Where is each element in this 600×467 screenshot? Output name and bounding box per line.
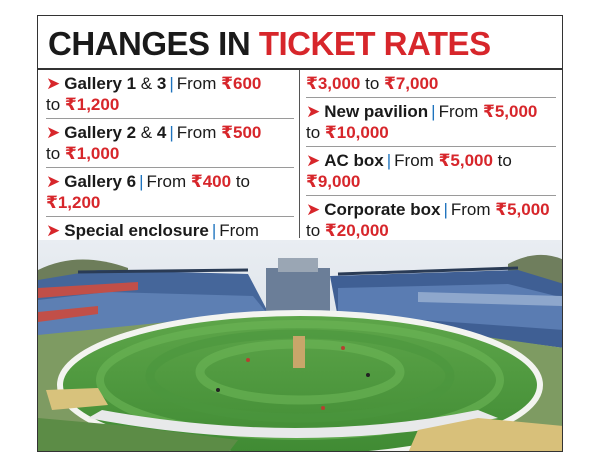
from-label: From (147, 172, 191, 191)
old-rate: ₹600 (221, 74, 261, 93)
rate-name: Gallery 6 (64, 172, 136, 191)
arrow-bullet-icon: ➤ (306, 200, 320, 219)
rate-name: AC box (324, 151, 384, 170)
rate-name-suffix: 4 (157, 123, 166, 142)
old-rate: ₹400 (191, 172, 231, 191)
to-label: to (236, 172, 250, 191)
arrow-bullet-icon: ➤ (46, 123, 60, 142)
from-label: From (451, 200, 495, 219)
rate-item-gallery-1-3: ➤ Gallery 1 & 3 | From ₹600 to ₹1,200 (46, 70, 294, 119)
new-rate: ₹9,000 (306, 172, 360, 191)
separator: | (169, 123, 173, 142)
rate-item-gallery-2-4: ➤ Gallery 2 & 4 | From ₹500 to ₹1,000 (46, 119, 294, 168)
to-label: to (46, 144, 65, 163)
old-rate: ₹5,000 (495, 200, 549, 219)
rate-name: Gallery 1 (64, 74, 136, 93)
stadium-illustration (38, 240, 562, 451)
infographic-frame: CHANGES IN TICKET RATES ➤ Gallery 1 & 3 | F… (37, 15, 563, 452)
separator: | (387, 151, 391, 170)
rate-item-gallery-6: ➤ Gallery 6 | From ₹400 to ₹1,200 (46, 168, 294, 217)
rate-name-joiner: & (136, 123, 157, 142)
arrow-bullet-icon: ➤ (306, 151, 320, 170)
to-label: to (360, 74, 384, 93)
from-label: From (394, 151, 438, 170)
from-label: From (177, 123, 221, 142)
stadium-photo (38, 240, 562, 451)
old-rate: ₹500 (221, 123, 261, 142)
rate-name: New pavilion (324, 102, 428, 121)
separator: | (212, 221, 216, 240)
rates-column-left: ➤ Gallery 1 & 3 | From ₹600 to ₹1,200 ➤ Galle… (46, 70, 294, 244)
rate-item-special-enclosure-continued: ₹3,000 to ₹7,000 (306, 70, 556, 98)
from-label: From (219, 221, 259, 240)
title-part-1: CHANGES IN (48, 25, 250, 62)
page-title: CHANGES IN TICKET RATES (48, 22, 491, 66)
rate-item-corporate-box: ➤ Corporate box | From ₹5,000 to ₹20,000 (306, 196, 556, 244)
separator: | (169, 74, 173, 93)
from-label: From (439, 102, 483, 121)
new-rate: ₹1,200 (46, 193, 100, 212)
rates-column-right: ₹3,000 to ₹7,000 ➤ New pavilion | From ₹5,0… (306, 70, 556, 244)
to-label: to (306, 123, 325, 142)
column-divider (299, 70, 300, 238)
new-rate: ₹20,000 (325, 221, 389, 240)
from-label: From (177, 74, 221, 93)
new-rate: ₹1,000 (65, 144, 119, 163)
separator: | (139, 172, 143, 191)
to-label: to (493, 151, 512, 170)
old-rate: ₹5,000 (439, 151, 493, 170)
rate-name-suffix: 3 (157, 74, 166, 93)
new-rate: ₹7,000 (384, 74, 438, 93)
rate-item-new-pavilion: ➤ New pavilion | From ₹5,000 to ₹10,000 (306, 98, 556, 147)
separator: | (431, 102, 435, 121)
rate-name: Gallery 2 (64, 123, 136, 142)
new-rate: ₹10,000 (325, 123, 389, 142)
old-rate: ₹5,000 (483, 102, 537, 121)
old-rate: ₹3,000 (306, 74, 360, 93)
arrow-bullet-icon: ➤ (46, 221, 60, 240)
title-part-2: TICKET RATES (259, 25, 491, 62)
rate-name-joiner: & (136, 74, 157, 93)
arrow-bullet-icon: ➤ (46, 172, 60, 191)
arrow-bullet-icon: ➤ (306, 102, 320, 121)
rate-name: Corporate box (324, 200, 440, 219)
separator: | (443, 200, 447, 219)
to-label: to (46, 95, 65, 114)
rate-name: Special enclosure (64, 221, 209, 240)
new-rate: ₹1,200 (65, 95, 119, 114)
rate-item-ac-box: ➤ AC box | From ₹5,000 to ₹9,000 (306, 147, 556, 196)
arrow-bullet-icon: ➤ (46, 74, 60, 93)
to-label: to (306, 221, 325, 240)
